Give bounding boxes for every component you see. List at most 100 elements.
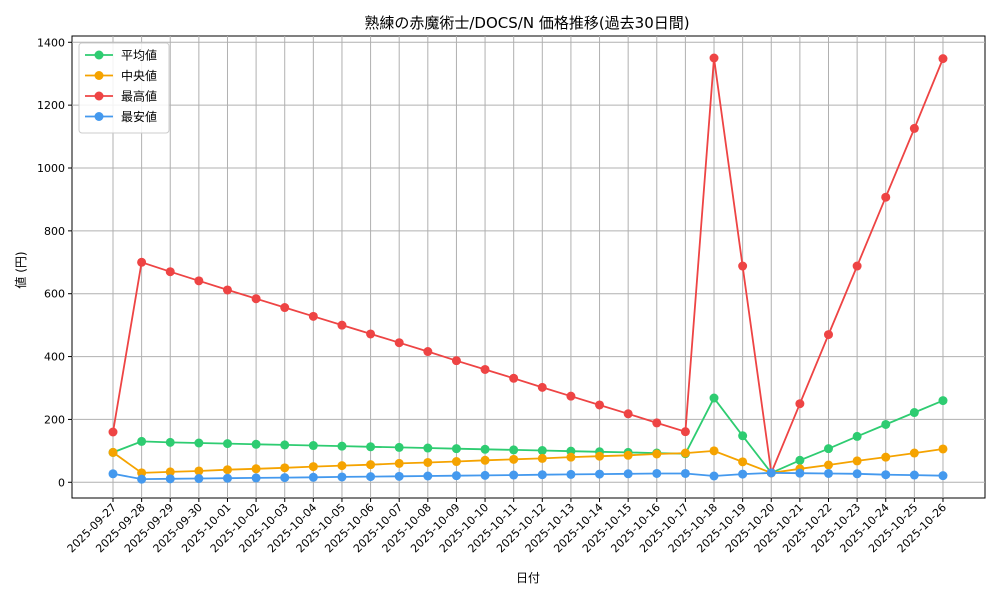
y-tick-label: 600	[44, 288, 65, 301]
y-tick-label: 1200	[37, 99, 65, 112]
data-point	[709, 393, 719, 403]
data-point	[251, 464, 261, 474]
data-point	[108, 447, 118, 457]
data-point	[909, 448, 919, 458]
data-point	[165, 437, 175, 447]
legend-marker	[94, 112, 104, 121]
data-point	[108, 469, 118, 479]
y-tick-label: 0	[58, 476, 65, 489]
y-tick-label: 200	[44, 413, 65, 426]
data-point	[881, 419, 891, 429]
data-point	[595, 469, 605, 479]
data-point	[222, 285, 232, 295]
data-point	[709, 471, 719, 481]
data-point	[366, 460, 376, 470]
data-point	[137, 468, 147, 478]
data-point	[652, 418, 662, 428]
data-point	[709, 446, 719, 456]
data-point	[480, 455, 490, 465]
series-最高値	[108, 53, 948, 478]
plot-area	[71, 35, 986, 499]
data-point	[137, 436, 147, 446]
y-tick-label: 400	[44, 351, 65, 364]
y-tick-label: 1400	[37, 36, 65, 49]
series-最安値	[108, 468, 948, 484]
legend-label: 中央値	[121, 68, 157, 83]
data-point	[194, 438, 204, 448]
data-point	[881, 192, 891, 202]
data-point	[623, 469, 633, 479]
data-point	[623, 409, 633, 419]
data-point	[251, 439, 261, 449]
series-line	[112, 57, 944, 477]
data-point	[308, 462, 318, 472]
data-point	[451, 457, 461, 467]
data-point	[423, 457, 433, 467]
legend-marker	[94, 50, 104, 60]
data-point	[308, 441, 318, 451]
data-point	[938, 444, 948, 454]
data-point	[537, 453, 547, 463]
data-point	[537, 382, 547, 392]
y-tick-label: 1000	[37, 162, 65, 175]
data-point	[738, 469, 748, 479]
data-point	[451, 356, 461, 366]
data-point	[509, 373, 519, 383]
data-point	[680, 427, 690, 437]
data-point	[595, 451, 605, 461]
data-point	[337, 441, 347, 451]
data-point	[938, 396, 948, 406]
data-point	[165, 474, 175, 484]
series-line	[112, 448, 944, 474]
series-line	[112, 471, 944, 481]
data-point	[251, 294, 261, 304]
data-point	[394, 471, 404, 481]
data-point	[566, 391, 576, 401]
data-point	[824, 330, 833, 340]
x-axis-label: 日付	[516, 571, 540, 585]
data-point	[108, 427, 118, 437]
data-point	[194, 474, 204, 484]
data-point	[366, 329, 376, 339]
legend-box	[78, 42, 170, 134]
data-point	[509, 445, 519, 455]
data-point	[795, 399, 805, 409]
y-axis-label: 値 (円)	[13, 251, 28, 288]
y-axis-ticks: 0 200 400 600 800 1000 1200 1400	[37, 36, 72, 489]
data-point	[909, 470, 919, 480]
data-point	[824, 460, 833, 470]
data-point	[652, 468, 662, 478]
series-中央値	[108, 444, 948, 478]
data-point	[852, 431, 862, 441]
data-point	[509, 470, 519, 480]
chart-title: 熟練の赤魔術士/DOCS/N 価格推移(過去30日間)	[364, 14, 689, 32]
grid	[72, 36, 985, 498]
data-point	[337, 320, 347, 330]
data-point	[738, 457, 748, 467]
legend-label: 平均値	[121, 48, 157, 63]
data-point	[337, 472, 347, 482]
data-point	[222, 473, 232, 483]
x-axis-ticks: 2025-09-272025-09-282025-09-292025-09-30…	[65, 498, 949, 555]
data-point	[280, 473, 290, 483]
data-point	[680, 468, 690, 478]
data-point	[595, 400, 605, 410]
data-point	[852, 469, 862, 479]
data-point	[222, 439, 232, 449]
data-point	[480, 444, 490, 454]
data-point	[881, 470, 891, 480]
data-point	[824, 468, 833, 478]
data-point	[451, 444, 461, 454]
data-point	[480, 364, 490, 374]
data-point	[222, 465, 232, 475]
data-point	[537, 470, 547, 480]
data-point	[423, 471, 433, 481]
data-point	[137, 474, 147, 484]
data-point	[366, 442, 376, 452]
data-point	[366, 472, 376, 482]
series-line	[112, 396, 944, 475]
data-point	[165, 267, 175, 277]
data-point	[165, 467, 175, 477]
